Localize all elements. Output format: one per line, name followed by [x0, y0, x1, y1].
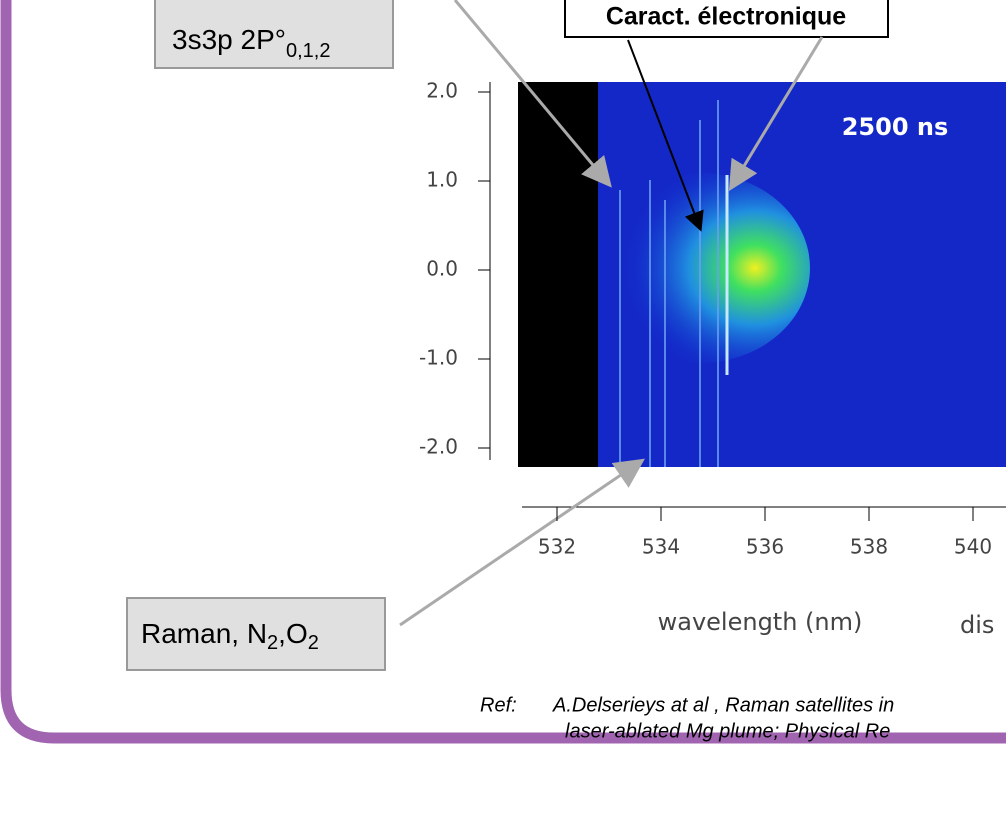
reference-prefix: Ref: [480, 694, 517, 716]
x-axis-title: wavelength (nm) [658, 608, 863, 636]
label-box [126, 597, 386, 671]
feature-label: Caract. électronique [606, 3, 846, 31]
y-tick-label: 0.0 [426, 257, 458, 281]
spectral-lines [619, 100, 719, 467]
raman-text: Raman, N [141, 618, 267, 649]
raman-subscript: 2 [267, 632, 278, 654]
label-box [154, 0, 394, 69]
raman-label: Raman, N2,O2 [141, 618, 319, 654]
time-label: 2500 ns [842, 113, 949, 141]
x-tick-label: 540 [954, 535, 992, 559]
side-label: dis [960, 611, 994, 639]
raman-subscript: 2 [308, 632, 319, 654]
y-tick-label: -1.0 [419, 346, 458, 370]
y-tick-label: 2.0 [426, 79, 458, 103]
raman-text: ,O [278, 618, 308, 649]
x-tick-label: 536 [746, 535, 784, 559]
spectrogram-mask [518, 82, 598, 467]
x-tick-label: 532 [538, 535, 576, 559]
x-tick-label: 538 [850, 535, 888, 559]
slide-border [0, 0, 1006, 744]
level-label: 3s3p 2P°0,1,2 [172, 24, 330, 62]
arrow [453, 0, 612, 188]
level-text: 3s3p 2P° [172, 24, 286, 55]
arrow [627, 39, 704, 232]
label-box [564, 0, 889, 38]
arrow [399, 458, 645, 627]
y-tick-label: -2.0 [419, 435, 458, 459]
reference-line: A.Delserieys at al , Raman satellites in [552, 694, 894, 716]
arrow [728, 36, 824, 192]
x-tick-label: 534 [642, 535, 680, 559]
y-tick-label: 1.0 [426, 168, 458, 192]
level-subscript: 0,1,2 [286, 40, 330, 62]
reference-line: laser-ablated Mg plume; Physical Re [565, 720, 890, 742]
